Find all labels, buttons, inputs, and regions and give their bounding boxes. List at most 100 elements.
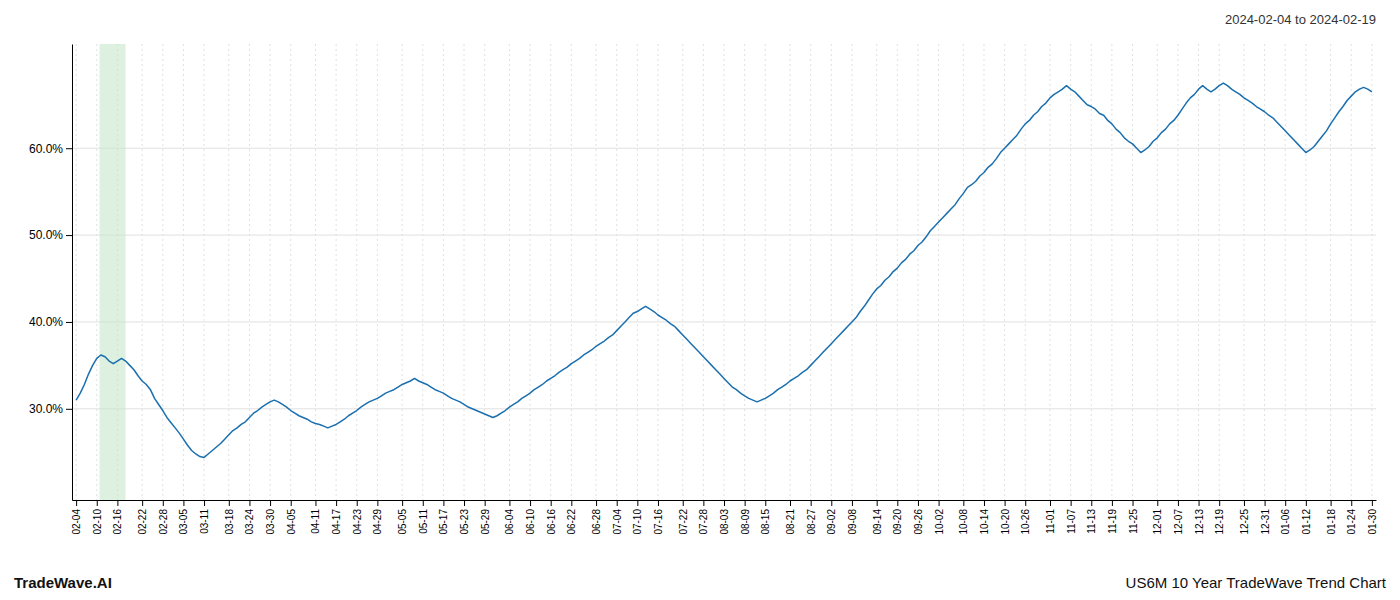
x-grid-line [1371, 44, 1372, 500]
x-grid-line [831, 44, 832, 500]
y-grid-line [72, 321, 1376, 322]
x-tick-mark [551, 500, 552, 506]
x-tick: 04-23 [352, 500, 363, 535]
footer-text: US6M 10 Year TradeWave Trend Chart [1126, 574, 1387, 591]
x-grid-line [744, 44, 745, 500]
x-tick-mark [658, 500, 659, 506]
x-grid-line [484, 44, 485, 500]
x-tick: 05-17 [438, 500, 449, 535]
x-grid-line [596, 44, 597, 500]
x-tick: 02-28 [158, 500, 169, 535]
x-tick-label: 02-10 [92, 509, 103, 535]
x-tick: 08-21 [785, 500, 796, 535]
grid [72, 44, 1376, 500]
x-axis: 02-0402-1002-1602-2202-2803-0503-1103-18… [71, 500, 1378, 535]
x-tick: 07-28 [698, 500, 709, 535]
x-tick-label: 05-23 [459, 509, 470, 535]
x-tick: 12-07 [1173, 500, 1184, 535]
y-tick-mark [66, 235, 72, 236]
x-tick-mark [1050, 500, 1051, 506]
x-tick: 09-14 [872, 500, 883, 535]
x-tick-label: 07-28 [698, 509, 709, 535]
x-grid-line [876, 44, 877, 500]
x-grid-line [1091, 44, 1092, 500]
x-tick-mark [1025, 500, 1026, 506]
y-tick-mark [66, 322, 72, 323]
x-grid-line [76, 44, 77, 500]
x-grid-line [616, 44, 617, 500]
x-tick-label: 01-12 [1301, 509, 1312, 535]
x-tick-mark [1351, 500, 1352, 506]
x-grid-line [724, 44, 725, 500]
x-grid-line [917, 44, 918, 500]
x-tick: 09-26 [913, 500, 924, 535]
x-tick-mark [509, 500, 510, 506]
x-tick: 08-03 [719, 500, 730, 535]
x-tick-label: 11-13 [1086, 509, 1097, 534]
x-tick-label: 01-06 [1280, 509, 1291, 535]
x-grid-line [402, 44, 403, 500]
x-tick-mark [163, 500, 164, 506]
x-tick-label: 03-11 [199, 509, 210, 534]
x-tick-mark [1005, 500, 1006, 506]
x-grid-line [1243, 44, 1244, 500]
x-grid-line [571, 44, 572, 500]
x-grid-line [464, 44, 465, 500]
x-grid-line [1157, 44, 1158, 500]
x-tick-label: 12-01 [1152, 509, 1163, 535]
x-tick-label: 08-27 [806, 509, 817, 535]
x-tick: 06-28 [591, 500, 602, 535]
x-tick-label: 12-19 [1214, 509, 1225, 535]
x-tick: 02-22 [137, 500, 148, 535]
x-tick-mark [596, 500, 597, 506]
x-tick-mark [117, 500, 118, 506]
x-grid-line [1070, 44, 1071, 500]
x-tick-label: 04-05 [286, 509, 297, 535]
x-tick: 11-07 [1066, 500, 1077, 534]
x-tick-mark [939, 500, 940, 506]
x-tick-mark [745, 500, 746, 506]
x-tick-mark [97, 500, 98, 506]
y-axis: 30.0%40.0%50.0%60.0% [29, 45, 73, 501]
x-tick: 01-06 [1280, 500, 1291, 535]
x-tick: 08-27 [806, 500, 817, 535]
x-tick-mark [683, 500, 684, 506]
x-grid-line [938, 44, 939, 500]
chart-container: 30.0%40.0%50.0%60.0%02-0402-1002-1602-22… [0, 0, 1400, 600]
x-tick-mark [1133, 500, 1134, 506]
data-line [76, 83, 1372, 457]
x-tick: 11-01 [1045, 500, 1056, 534]
x-tick-mark [204, 500, 205, 506]
x-tick-label: 04-17 [331, 509, 342, 535]
y-tick: 30.0% [29, 402, 72, 416]
x-tick-label: 06-04 [504, 509, 515, 535]
x-grid-line [1111, 44, 1112, 500]
x-tick: 02-10 [92, 500, 103, 535]
footer-text: TradeWave.AI [14, 574, 112, 591]
x-tick: 10-08 [958, 500, 969, 535]
x-tick: 10-02 [934, 500, 945, 535]
x-grid-line [422, 44, 423, 500]
y-tick-label: 60.0% [29, 142, 63, 156]
x-grid-line [356, 44, 357, 500]
x-tick: 11-13 [1086, 500, 1097, 534]
x-grid-line [1330, 44, 1331, 500]
x-tick-label: 07-22 [678, 509, 689, 535]
x-tick: 12-01 [1152, 500, 1163, 535]
x-tick-label: 08-09 [740, 509, 751, 535]
x-grid-line [377, 44, 378, 500]
x-tick-label: 05-29 [480, 509, 491, 535]
x-tick-label: 11-19 [1107, 509, 1118, 534]
x-tick: 12-25 [1239, 500, 1250, 535]
x-grid-line [204, 44, 205, 500]
x-grid-line [290, 44, 291, 500]
x-tick-mark [1265, 500, 1266, 506]
x-tick: 11-19 [1107, 500, 1118, 534]
x-tick-mark [142, 500, 143, 506]
x-tick-label: 04-11 [310, 509, 321, 534]
y-axis-line [72, 45, 73, 501]
x-tick-mark [1306, 500, 1307, 506]
x-tick: 08-09 [740, 500, 751, 535]
x-tick-label: 03-30 [265, 509, 276, 535]
x-tick-mark [76, 500, 77, 506]
